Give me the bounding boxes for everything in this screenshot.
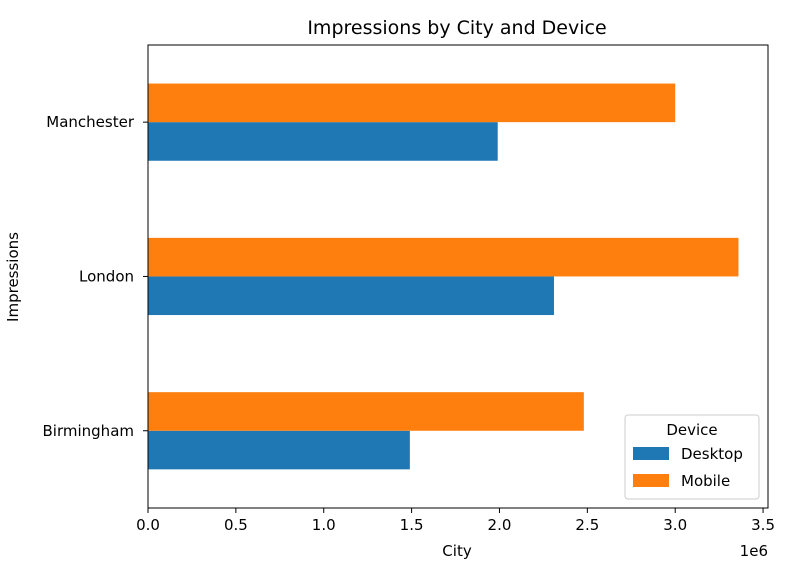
bar-mobile-london <box>148 237 739 277</box>
x-tick-label: 0.5 <box>224 516 248 534</box>
legend-swatch-desktop <box>633 447 669 460</box>
x-tick-label: 1.5 <box>400 516 424 534</box>
bar-desktop-london <box>148 276 554 316</box>
plot-frame <box>147 44 769 509</box>
x-tick-label: 0.0 <box>136 516 160 534</box>
y-tick-label: London <box>79 267 134 285</box>
bar-mobile-manchester <box>148 83 676 123</box>
legend-label-mobile: Mobile <box>681 472 730 490</box>
x-tick-label: 2.0 <box>488 516 512 534</box>
legend-swatch-mobile <box>633 474 669 487</box>
y-axis-label: Impressions <box>4 232 22 322</box>
x-tick-label: 3.5 <box>751 516 775 534</box>
x-tick-label: 3.0 <box>663 516 687 534</box>
bars-group <box>148 83 739 470</box>
bar-desktop-birmingham <box>148 430 410 470</box>
bar-desktop-manchester <box>148 122 498 161</box>
x-axis-offset-label: 1e6 <box>740 542 768 560</box>
legend-items: Desktop Mobile <box>633 445 743 490</box>
chart-title: Impressions by City and Device <box>307 17 606 39</box>
y-tick-label: Manchester <box>46 113 135 131</box>
x-axis-label: City <box>442 542 472 560</box>
y-axis: Birmingham London Manchester <box>43 113 148 440</box>
x-axis: 0.0 0.5 1.0 1.5 2.0 2.5 3.0 3.5 <box>136 508 775 534</box>
bar-mobile-birmingham <box>148 392 584 431</box>
x-tick-label: 2.5 <box>575 516 599 534</box>
legend-label-desktop: Desktop <box>681 445 743 463</box>
y-tick-label: Birmingham <box>43 422 134 440</box>
x-tick-label: 1.0 <box>312 516 336 534</box>
legend-title: Device <box>666 421 717 439</box>
legend: Device Desktop Mobile <box>624 414 760 500</box>
